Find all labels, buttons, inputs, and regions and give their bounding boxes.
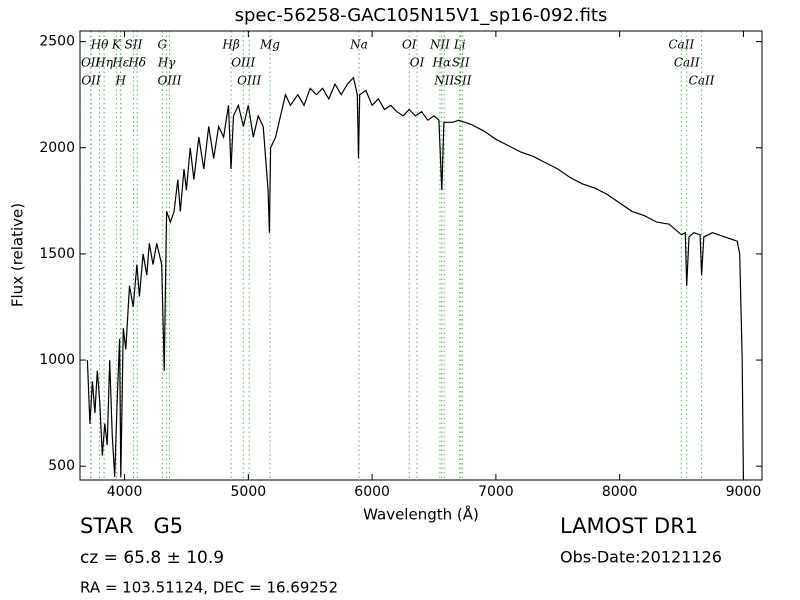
line-label: K xyxy=(111,38,122,52)
chart-title: spec-56258-GAC105N15V1_sp16-092.fits xyxy=(235,5,608,26)
line-label: OI xyxy=(410,56,425,70)
line-label: Hη xyxy=(94,56,113,70)
survey: LAMOST DR1 xyxy=(560,514,698,538)
y-tick-label: 2000 xyxy=(39,140,75,156)
line-label: H xyxy=(114,74,126,88)
x-tick-label: 6000 xyxy=(354,484,390,500)
line-label: Hθ xyxy=(90,38,109,52)
line-label: OIII xyxy=(237,74,261,88)
line-label: OIII xyxy=(157,74,181,88)
x-tick-label: 5000 xyxy=(231,484,267,500)
x-tick-label: 9000 xyxy=(726,484,762,500)
y-tick-label: 1500 xyxy=(39,246,75,262)
line-label: Hδ xyxy=(127,56,146,70)
object-class: STAR G5 xyxy=(80,514,183,538)
redshift: cz = 65.8 ± 10.9 xyxy=(80,548,224,568)
line-label: CaII xyxy=(668,38,694,52)
y-tick-label: 500 xyxy=(48,458,75,474)
line-label: Hβ xyxy=(221,38,239,52)
y-tick-label: 2500 xyxy=(39,34,75,50)
line-label: Li xyxy=(453,38,466,52)
y-axis-label: Flux (relative) xyxy=(9,203,27,307)
line-label: OI xyxy=(402,38,417,52)
line-label: NII xyxy=(429,38,450,52)
line-label: Hγ xyxy=(157,56,176,70)
x-tick-label: 4000 xyxy=(107,484,143,500)
line-label: CaII xyxy=(674,56,700,70)
x-tick-label: 8000 xyxy=(602,484,638,500)
line-label: CaII xyxy=(689,74,715,88)
y-tick-label: 1000 xyxy=(39,352,75,368)
coordinates: RA = 103.51124, DEC = 16.69252 xyxy=(80,579,338,597)
line-label: NII xyxy=(433,74,454,88)
line-label: Hα xyxy=(432,56,452,70)
line-label: Na xyxy=(349,38,368,52)
plot-frame xyxy=(79,30,763,481)
line-label: OIII xyxy=(231,56,255,70)
spectrum-line xyxy=(86,76,744,479)
line-label: G xyxy=(158,38,168,52)
line-label: SII xyxy=(452,56,470,70)
obs-date: Obs-Date:20121126 xyxy=(560,548,722,567)
line-label: OII xyxy=(81,74,101,88)
line-label: SII xyxy=(125,38,143,52)
line-label: Mg xyxy=(259,38,280,52)
line-label: SII xyxy=(454,74,472,88)
x-axis-label: Wavelength (Å) xyxy=(363,505,479,524)
x-tick-label: 7000 xyxy=(478,484,514,500)
